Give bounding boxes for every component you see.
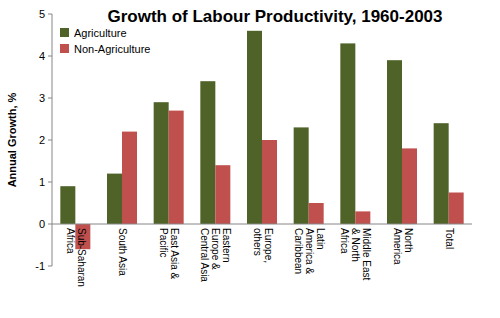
bar [387,60,402,224]
x-tick-label: East Asia &Pacific [158,228,180,279]
x-tick-label-line: Sub-Saharan [76,228,87,287]
bar [215,165,230,224]
x-tick-label-line: others [252,228,263,256]
y-tick [48,224,52,225]
y-tick [48,98,52,99]
x-tick-label-line: America & [304,228,315,274]
chart: -1012345Annual Growth, %Sub-SaharanAfric… [0,0,500,318]
bar [294,127,309,224]
legend-swatch [60,44,69,53]
bar [309,203,324,224]
x-tick-label-line: Europe, [263,228,274,263]
bar [169,111,184,224]
x-tick-label-line: Latin [315,228,326,250]
bar [200,81,215,224]
x-tick-label-line: & North [350,228,361,262]
y-tick-label: 2 [39,134,45,146]
bar [402,148,417,224]
legend-label: Agriculture [74,27,127,39]
x-tick-label-line: America [392,228,403,265]
bar [355,211,370,224]
y-tick-label: 5 [39,8,45,20]
legend-label: Non-Agriculture [74,43,150,55]
y-tick [48,14,52,15]
y-tick-label: 1 [39,176,45,188]
y-tick [48,56,52,57]
y-tick-label: 3 [39,92,45,104]
x-tick-label: Total [444,228,455,249]
bar [122,132,137,224]
y-tick-label: 4 [39,50,45,62]
x-tick-label-line: Total [444,228,455,249]
bar [107,174,122,224]
y-tick-label: 0 [39,218,45,230]
x-tick-label-line: Eastern [221,228,232,262]
bar [262,140,277,224]
bar [434,123,449,224]
x-tick-label-line: North [403,228,414,252]
x-tick-label: Middle East& NorthAfrica [339,228,372,280]
bar [340,43,355,224]
y-tick-label: -1 [35,260,45,272]
x-tick-label-line: South Asia [117,228,128,276]
x-tick-label-line: Pacific [158,228,169,257]
x-tick-label-line: Caribbean [293,228,304,274]
x-tick-label-line: Africa [339,228,350,254]
y-axis-label: Annual Growth, % [6,92,18,187]
bar [60,186,75,224]
x-tick-label: EasternEurope &Central Asia [199,228,232,282]
x-tick-label-line: Europe & [210,228,221,270]
y-tick [48,182,52,183]
x-tick-label: South Asia [117,228,128,276]
x-tick-label: Sub-SaharanAfrica [65,228,87,287]
bar [247,31,262,224]
bars [60,31,463,249]
x-tick-label-line: Middle East [361,228,372,280]
legend: Agriculture Non-Agriculture [60,27,150,55]
x-tick-label-line: Central Asia [199,228,210,282]
x-axis [52,224,472,225]
x-tick-label: LatinAmerica &Caribbean [293,228,326,274]
y-tick [48,140,52,141]
legend-swatch [60,28,69,37]
x-tick-label: Europe,others [252,228,274,263]
x-tick-label-line: Africa [65,228,76,254]
bar [154,102,169,224]
title: Growth of Labour Productivity, 1960-2003 [107,7,442,26]
bar [449,193,464,225]
x-tick-label: NorthAmerica [392,228,414,265]
x-tick-label-line: East Asia & [169,228,180,279]
y-tick [48,266,52,267]
